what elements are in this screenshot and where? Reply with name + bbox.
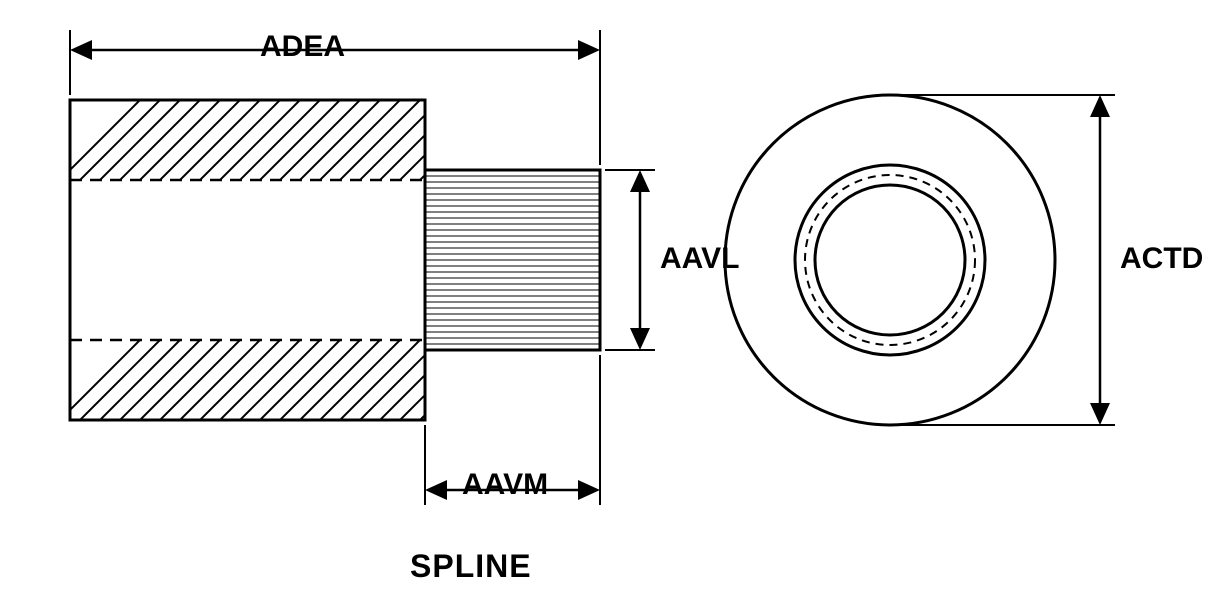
dim-aavl — [605, 170, 655, 350]
label-aavm: AAVM — [462, 468, 548, 502]
label-adea: ADEA — [260, 30, 345, 64]
end-view — [725, 95, 1055, 425]
figure-title: SPLINE — [410, 548, 532, 585]
label-actd: ACTD — [1120, 242, 1203, 276]
diagram-svg — [0, 0, 1230, 613]
diagram-canvas: ADEA AAVL AAVM ACTD SPLINE — [0, 0, 1230, 613]
label-aavl: AAVL — [660, 242, 739, 276]
